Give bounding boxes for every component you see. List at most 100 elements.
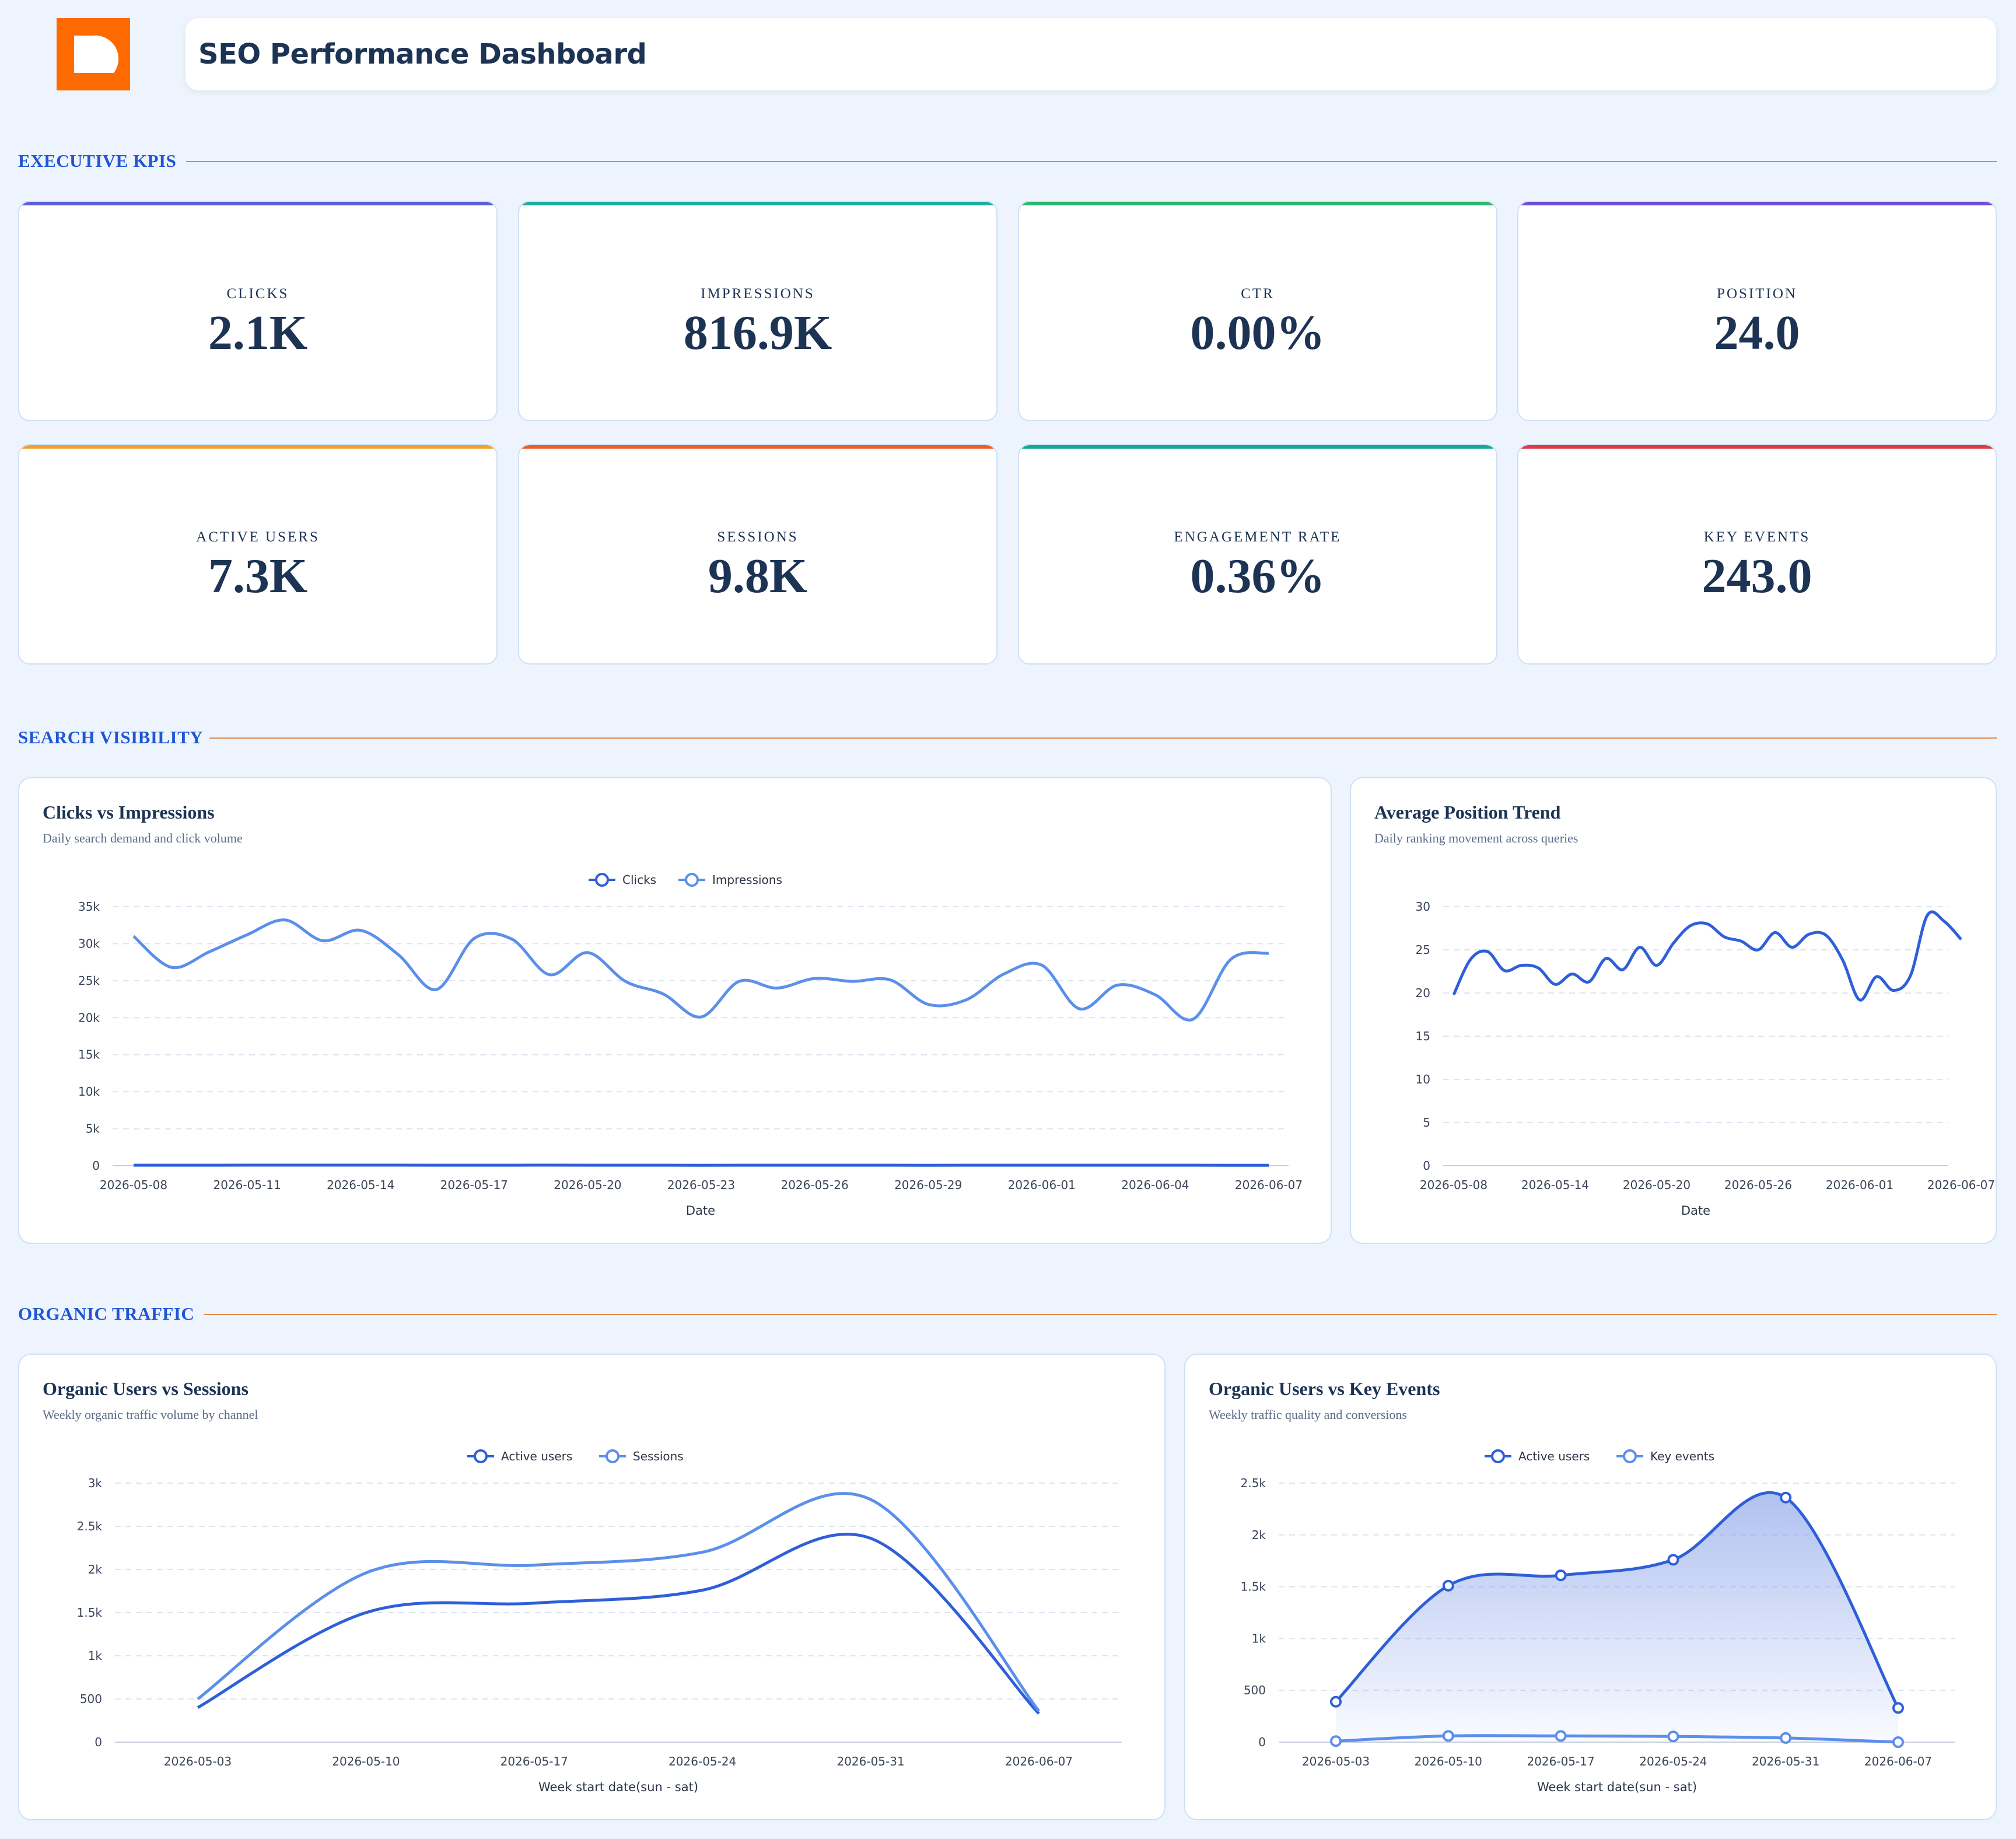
kpi-card-impressions: IMPRESSIONS 816.9K xyxy=(518,201,998,421)
chart-subtitle: Weekly traffic quality and conversions xyxy=(1209,1407,1407,1422)
legend-swatch-marker xyxy=(1491,1449,1505,1463)
y-tick-label: 1.5k xyxy=(77,1606,103,1620)
legend-label: Impressions xyxy=(712,873,782,887)
x-tick-label: 2026-05-26 xyxy=(1724,1178,1792,1192)
legend: Clicks Impressions xyxy=(589,873,782,887)
kpi-card-engagement-rate: ENGAGEMENT RATE 0.36% xyxy=(1018,444,1497,665)
data-point xyxy=(1667,1730,1679,1743)
kpi-label: IMPRESSIONS xyxy=(701,286,815,302)
legend-item[interactable]: Impressions xyxy=(678,873,782,887)
x-tick-label: 2026-05-03 xyxy=(164,1754,232,1768)
data-point xyxy=(1780,1491,1792,1504)
kpi-accent-bar xyxy=(519,445,996,449)
x-tick-label: 2026-06-07 xyxy=(1235,1178,1303,1192)
x-tick-label: 2026-05-24 xyxy=(668,1754,736,1768)
series-line-average-position xyxy=(1452,910,1962,1002)
chart-card-users-events: Organic Users vs Key Events Weekly traff… xyxy=(1184,1354,1997,1820)
kpi-accent-bar xyxy=(1019,445,1496,449)
logo-icon xyxy=(74,35,119,74)
data-point xyxy=(1442,1579,1454,1592)
y-tick-label: 10 xyxy=(1416,1072,1430,1086)
x-tick-label: 2026-05-10 xyxy=(332,1754,400,1768)
data-point xyxy=(1555,1569,1567,1582)
x-tick-label: 2026-05-20 xyxy=(554,1178,621,1192)
chart-title: Clicks vs Impressions xyxy=(43,802,215,823)
kpi-value: 816.9K xyxy=(683,306,832,360)
y-tick-label: 2.5k xyxy=(1241,1476,1266,1490)
kpi-accent-bar xyxy=(519,202,996,205)
x-tick-label: 2026-05-23 xyxy=(667,1178,735,1192)
legend-swatch-marker xyxy=(474,1449,488,1463)
y-tick-label: 0 xyxy=(94,1735,102,1749)
kpi-label: KEY EVENTS xyxy=(1703,529,1811,545)
legend-label: Key events xyxy=(1650,1449,1714,1463)
x-tick-label: 2026-05-29 xyxy=(894,1178,962,1192)
kpi-accent-bar xyxy=(1518,202,1996,205)
data-point xyxy=(1667,1554,1679,1566)
y-tick-label: 0 xyxy=(1423,1159,1430,1173)
kpi-label: CLICKS xyxy=(226,286,289,302)
average-position-chart[interactable]: 0 5 10 15 20 25 30 2026-05-08 2026-05-14 2026-05-… xyxy=(1351,778,1998,1245)
x-tick-label: 2026-05-03 xyxy=(1302,1754,1370,1768)
kpi-value: 0.00% xyxy=(1190,306,1325,360)
y-tick-label: 500 xyxy=(1244,1683,1266,1697)
legend-item[interactable]: Sessions xyxy=(599,1449,684,1463)
chart-subtitle: Weekly organic traffic volume by channel xyxy=(43,1407,258,1422)
kpi-value: 9.8K xyxy=(708,549,808,603)
header-bar: SEO Performance Dashboard xyxy=(186,18,1996,90)
users-events-chart[interactable]: 0 500 1k 1.5k 2k 2.5k 2026-05-03 2026-05-10 2026… xyxy=(1185,1355,1998,1821)
section-title: SEARCH VISIBILITY xyxy=(18,727,204,747)
legend-item[interactable]: Clicks xyxy=(589,873,656,887)
x-tick-label: 2026-05-24 xyxy=(1639,1754,1707,1768)
page-title: SEO Performance Dashboard xyxy=(198,38,647,71)
legend-item[interactable]: Active users xyxy=(1485,1449,1590,1463)
x-tick-label: 2026-06-01 xyxy=(1826,1178,1894,1192)
x-tick-label: 2026-06-01 xyxy=(1008,1178,1076,1192)
chart-title: Organic Users vs Sessions xyxy=(43,1378,249,1399)
chart-title: Average Position Trend xyxy=(1374,802,1561,823)
kpi-label: POSITION xyxy=(1717,286,1797,302)
legend-swatch-marker xyxy=(595,873,609,887)
x-tick-label: 2026-05-10 xyxy=(1415,1754,1482,1768)
x-axis-label: Week start date(sun - sat) xyxy=(1537,1780,1697,1794)
series-area xyxy=(1336,1492,1898,1742)
x-tick-label: 2026-06-07 xyxy=(1927,1178,1995,1192)
kpi-value: 24.0 xyxy=(1714,306,1800,360)
kpi-value: 243.0 xyxy=(1702,549,1812,603)
data-point xyxy=(1442,1730,1454,1742)
brand-logo[interactable] xyxy=(57,18,130,90)
legend-swatch-marker xyxy=(685,873,699,887)
series-line-active-users xyxy=(1335,1491,1900,1709)
chart-title: Organic Users vs Key Events xyxy=(1209,1378,1440,1399)
section-divider xyxy=(209,737,1997,739)
legend-label: Clicks xyxy=(622,873,656,887)
y-tick-label: 500 xyxy=(80,1692,102,1706)
section-divider xyxy=(204,1314,1997,1315)
legend-item[interactable]: Active users xyxy=(467,1449,572,1463)
clicks-impressions-chart[interactable]: 0 5k 10k 15k 20k 25k 30k 35k 2026-05-08 2026-05-1… xyxy=(19,778,1333,1245)
legend-swatch-marker xyxy=(606,1449,620,1463)
x-tick-label: 2026-06-07 xyxy=(1005,1754,1073,1768)
x-tick-label: 2026-05-26 xyxy=(780,1178,848,1192)
data-point xyxy=(1892,1702,1904,1714)
x-tick-label: 2026-05-14 xyxy=(1521,1178,1589,1192)
y-tick-label: 15k xyxy=(78,1048,100,1062)
x-tick-label: 2026-05-14 xyxy=(327,1178,394,1192)
kpi-label: ENGAGEMENT RATE xyxy=(1174,529,1342,545)
x-tick-label: 2026-05-08 xyxy=(1420,1178,1488,1192)
y-tick-label: 0 xyxy=(1258,1735,1266,1749)
x-axis-label: Week start date(sun - sat) xyxy=(538,1780,698,1794)
y-tick-label: 3k xyxy=(88,1476,103,1490)
data-point xyxy=(1780,1732,1792,1744)
section-title: ORGANIC TRAFFIC xyxy=(18,1303,195,1324)
y-tick-label: 5k xyxy=(86,1122,100,1136)
users-sessions-chart[interactable]: 0 500 1k 1.5k 2k 2.5k 3k 2026-05-03 2026-05-10 20… xyxy=(19,1355,1167,1821)
y-tick-label: 30k xyxy=(78,936,100,950)
legend-item[interactable]: Key events xyxy=(1616,1449,1714,1463)
x-tick-label: 2026-05-17 xyxy=(501,1754,568,1768)
section-title: EXECUTIVE KPIS xyxy=(18,151,177,171)
section-divider xyxy=(186,161,1997,162)
legend-label: Sessions xyxy=(633,1449,684,1463)
x-tick-label: 2026-05-17 xyxy=(1527,1754,1594,1768)
kpi-value: 7.3K xyxy=(208,549,308,603)
